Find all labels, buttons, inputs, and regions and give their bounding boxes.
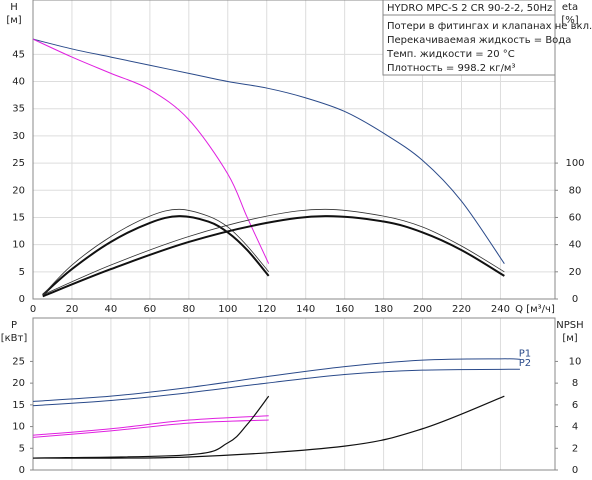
y-tick-label: 0 (19, 294, 25, 305)
y-tick-label: 5 (19, 267, 25, 278)
x-tick-label: 100 (218, 304, 237, 315)
plot-frame (32, 0, 556, 300)
annotation: Плотность = 998.2 кг/м³ (387, 63, 516, 74)
y-tick-label: 10 (12, 240, 25, 251)
y-tick-label: 0 (19, 465, 25, 476)
annotation: Перекачиваемая жидкость = Вода (387, 35, 571, 46)
y2-tick-label: 4 (572, 422, 578, 433)
curve (42, 215, 270, 296)
y2-axis-label: NPSH (556, 320, 583, 331)
y2-tick-label: 40 (569, 240, 582, 251)
curve (32, 419, 269, 438)
y-axis-unit: [м] (6, 15, 21, 26)
x-tick-label: 140 (296, 304, 315, 315)
y-tick-label: 30 (12, 131, 25, 142)
y-tick-label: 25 (12, 158, 25, 169)
chart-title: HYDRO MPC-S 2 CR 90-2-2, 50Hz (387, 3, 552, 14)
x-axis-label: Q [м³/ч] (515, 304, 555, 315)
y2-tick-label: 6 (572, 400, 578, 411)
x-tick-label: 0 (30, 304, 36, 315)
y2-tick-label: 60 (569, 212, 582, 223)
x-tick-label: 200 (413, 304, 432, 315)
curve (32, 38, 505, 264)
y-tick-label: 20 (12, 378, 25, 389)
curve (42, 208, 269, 296)
y2-tick-label: 100 (565, 158, 584, 169)
x-tick-label: 80 (182, 304, 195, 315)
y-tick-label: 15 (12, 400, 25, 411)
legend-box (382, 0, 556, 76)
y-axis-unit: [кВт] (1, 333, 28, 344)
curve (32, 38, 270, 264)
y-axis-label: H (10, 2, 18, 13)
y2-axis-unit: [%] (561, 15, 578, 26)
curve (42, 208, 505, 296)
y-axis-label: P (11, 320, 17, 331)
x-tick-label: 20 (66, 304, 79, 315)
x-tick-label: 60 (143, 304, 156, 315)
curve (32, 415, 269, 436)
y-tick-label: 10 (12, 422, 25, 433)
y-tick-label: 15 (12, 212, 25, 223)
y2-tick-label: 80 (569, 185, 582, 196)
x-tick-label: 240 (491, 304, 510, 315)
y2-tick-label: 2 (572, 443, 578, 454)
curve (42, 215, 505, 298)
curve (32, 395, 270, 459)
y-tick-label: 25 (12, 356, 25, 367)
x-tick-label: 160 (335, 304, 354, 315)
y2-tick-label: 0 (572, 294, 578, 305)
y-tick-label: 35 (12, 104, 25, 115)
y2-tick-label: 8 (572, 378, 578, 389)
x-tick-label: 220 (452, 304, 471, 315)
series-label: P1 (519, 348, 531, 359)
y-tick-label: 20 (12, 185, 25, 196)
annotation: Темп. жидкости = 20 °C (386, 49, 515, 60)
curve (32, 368, 520, 407)
y2-tick-label: 20 (569, 267, 582, 278)
y2-axis-unit: [м] (562, 333, 577, 344)
y2-tick-label: 10 (569, 356, 582, 367)
curve (32, 358, 520, 402)
y-tick-label: 40 (12, 77, 25, 88)
y2-tick-label: 0 (572, 465, 578, 476)
plot-frame (32, 317, 556, 471)
series-label: P2 (519, 358, 531, 369)
y2-axis-label: eta (562, 2, 578, 13)
y-tick-label: 45 (12, 49, 25, 60)
x-tick-label: 40 (105, 304, 118, 315)
annotation: Потери в фитингах и клапанах не вкл. (387, 21, 592, 32)
y-tick-label: 5 (19, 443, 25, 454)
x-tick-label: 180 (374, 304, 393, 315)
curve (32, 395, 505, 459)
x-tick-label: 120 (257, 304, 276, 315)
